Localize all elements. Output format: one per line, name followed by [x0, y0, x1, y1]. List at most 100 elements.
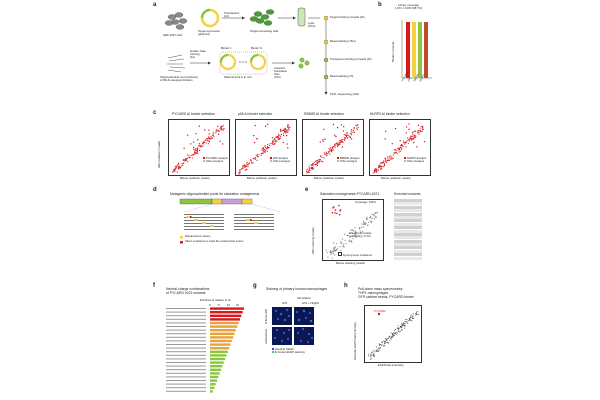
c-point [278, 135, 280, 137]
c-point [382, 161, 385, 163]
h-point [395, 328, 397, 330]
d-legend-2: Silent mutations to mark the randomized … [185, 239, 244, 243]
c-outlier-point [283, 129, 285, 131]
f-bar [210, 343, 231, 346]
c-point [308, 167, 310, 170]
c-outlier-point [417, 124, 420, 126]
f-row-label [166, 318, 206, 320]
c-outlier-point [271, 137, 274, 139]
c-scatter-1 [168, 119, 230, 176]
e-point [343, 246, 345, 248]
c-outlier-point [332, 123, 335, 126]
c-outlier-point [287, 127, 290, 129]
c-point [181, 163, 183, 165]
c-title-4: NLRP3 AI binder selection [370, 112, 410, 116]
c-point [420, 125, 423, 127]
e-point [362, 221, 364, 223]
f-bar [210, 336, 234, 339]
c-point [276, 137, 278, 139]
f-row-label [166, 308, 206, 309]
c-point [257, 155, 259, 158]
c-point [390, 158, 392, 160]
h-point [370, 356, 372, 358]
c-outlier-point [286, 143, 288, 145]
f-bar [210, 368, 222, 371]
h-point [402, 324, 404, 326]
h-point [376, 351, 378, 353]
e-enriched-point [336, 212, 338, 215]
c-point [339, 140, 341, 142]
e-point [361, 223, 363, 225]
f-row-label [166, 315, 206, 317]
h-point [399, 327, 401, 329]
h-point [383, 340, 385, 342]
e-point [352, 238, 354, 240]
c-point [177, 166, 179, 168]
e-point [335, 249, 337, 251]
h-point [390, 338, 392, 340]
c-point [207, 136, 210, 138]
g-col-1: LPS [282, 301, 288, 305]
panel-a-label: a [153, 2, 157, 8]
f-bar [210, 361, 224, 364]
c-point [417, 132, 419, 134]
c-point [378, 164, 380, 167]
e-point [355, 232, 357, 234]
c-point [323, 157, 325, 159]
c-point [341, 141, 343, 143]
c-outlier-point [285, 134, 288, 137]
c-point [210, 135, 212, 138]
e-point [364, 224, 366, 226]
binder-1-label: Binder 1 [221, 46, 232, 50]
enriched-row [394, 253, 422, 257]
h-point [404, 323, 406, 325]
c-point [247, 163, 250, 165]
e-point [363, 223, 365, 225]
c-point [324, 153, 326, 155]
c-outlier-point [414, 130, 417, 132]
c-point [222, 128, 224, 130]
c-point [387, 159, 389, 161]
c-outlier-point [280, 128, 282, 131]
c-outlier-point [391, 143, 393, 145]
h-point [383, 344, 385, 346]
h-point [404, 321, 406, 323]
h-point [400, 329, 402, 331]
c-point [196, 147, 199, 149]
e-point [352, 232, 354, 235]
c-point [176, 167, 178, 169]
h-point [370, 357, 372, 359]
h-point [384, 340, 386, 342]
c-point [410, 136, 412, 138]
h-point [391, 335, 393, 337]
c-point [197, 149, 199, 151]
h-point [372, 350, 374, 352]
c-outlier-point [190, 143, 192, 145]
e-point [344, 233, 346, 236]
h-point [400, 326, 402, 328]
c-point [391, 158, 393, 160]
c-outlier-point [408, 123, 410, 125]
c-point [405, 142, 407, 144]
c-outlier-point [400, 143, 403, 146]
e-scatter [322, 199, 384, 261]
c-point [336, 145, 339, 148]
c-point [408, 140, 410, 142]
workflow-step-3: Transposon binding to beads (2h) [330, 57, 372, 61]
c-outlier-point [208, 129, 210, 131]
c-point [266, 146, 269, 148]
c-point [420, 131, 422, 133]
h-point [396, 332, 398, 334]
h-point [386, 338, 388, 340]
f-row-label [166, 365, 206, 367]
g-title: Staining of primary human macrophages [266, 287, 328, 291]
h-point [380, 341, 382, 343]
c-point [289, 126, 291, 128]
c-outlier-point [216, 125, 219, 128]
c-point [345, 135, 348, 138]
c-point [414, 136, 416, 139]
f-bar [210, 390, 213, 393]
e-point [330, 251, 332, 253]
c-point [403, 142, 405, 144]
e-point [363, 220, 365, 222]
